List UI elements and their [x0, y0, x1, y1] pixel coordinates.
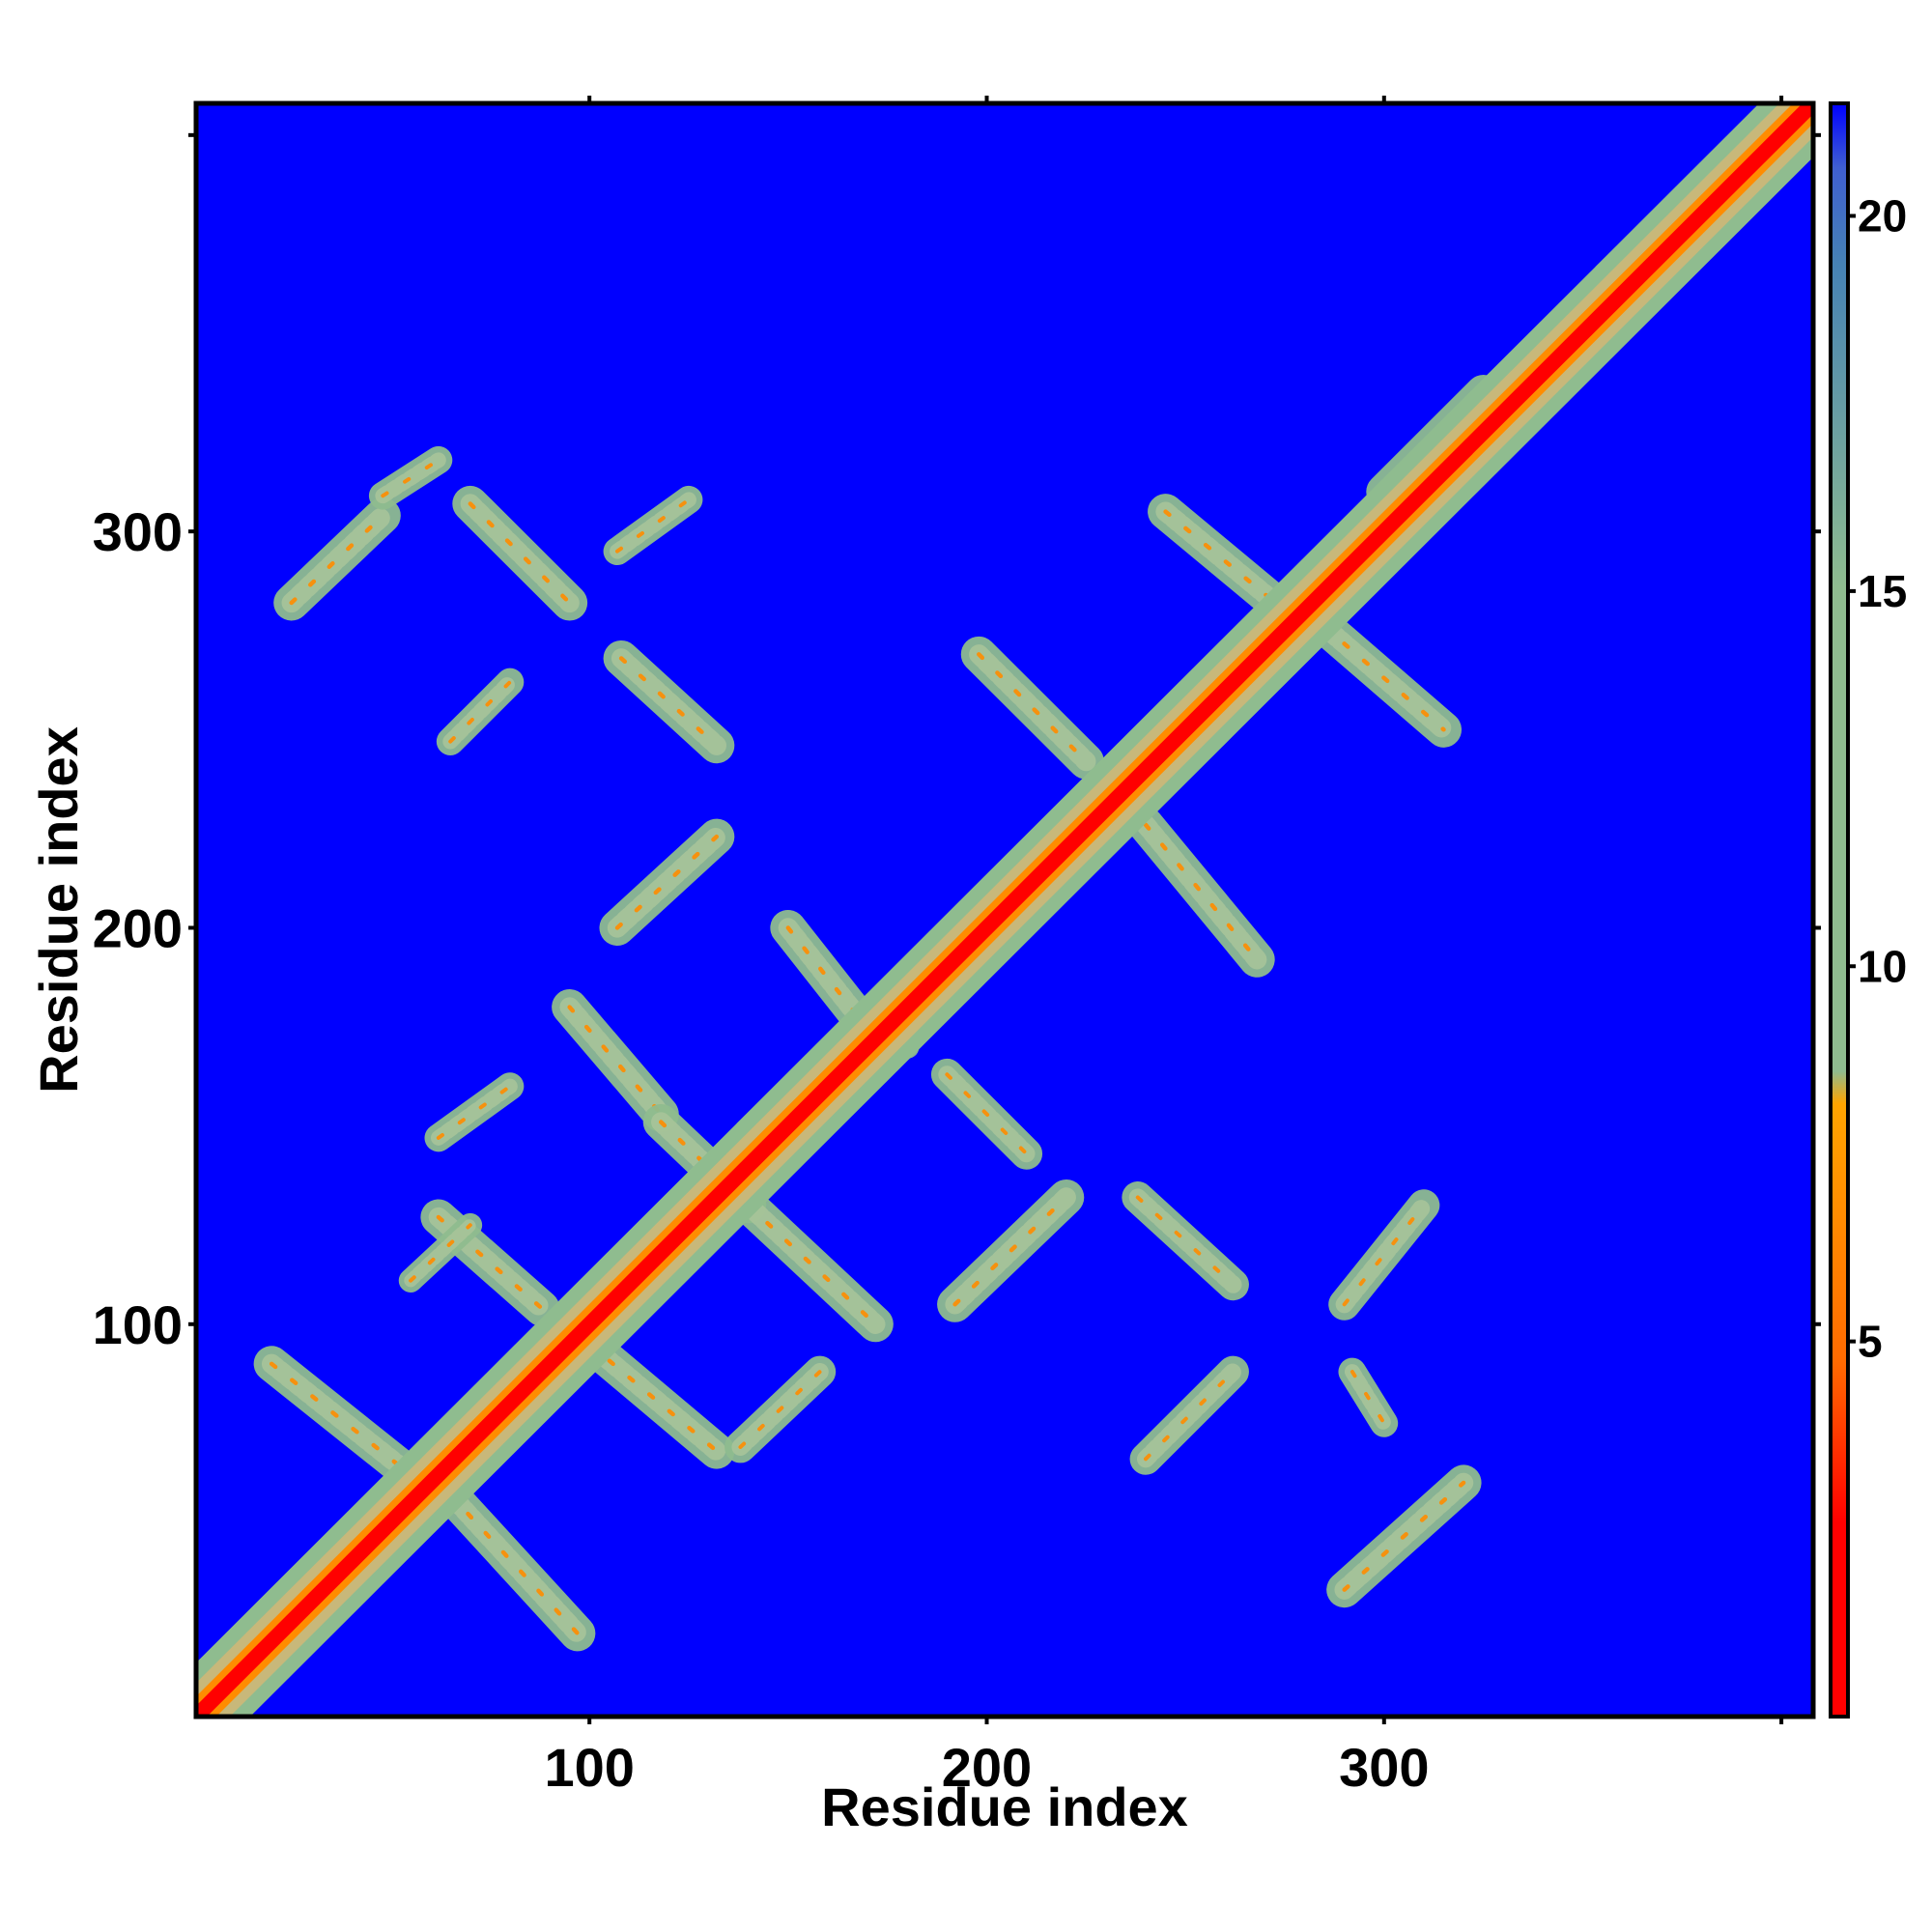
heatmap-plot-area — [193, 100, 1816, 1719]
contact-feature-19 — [930, 1058, 1043, 1170]
contact-feature-11 — [603, 639, 735, 764]
contact-feature-body — [610, 492, 696, 559]
contact-feature-0 — [253, 1346, 429, 1493]
contact-feature-core — [381, 458, 440, 498]
contact-feature-core — [738, 1370, 822, 1449]
contact-feature-core — [1350, 1370, 1386, 1426]
contact-feature-10 — [599, 818, 735, 946]
contact-feature-core — [289, 513, 385, 606]
contact-feature-13 — [273, 497, 401, 621]
contact-feature-body — [559, 997, 671, 1124]
colorbar: 5 10 15 20 — [1829, 101, 1907, 1719]
colorbar-tick-label: 15 — [1858, 566, 1907, 616]
colorbar-gradient — [1829, 101, 1850, 1719]
x-tick-label: 200 — [942, 1737, 1032, 1798]
contact-feature-core — [1144, 1370, 1236, 1462]
contact-feature-core — [1321, 624, 1446, 732]
contact-feature-6 — [398, 1212, 483, 1293]
contact-feature-25 — [1306, 609, 1462, 748]
contact-feature-2 — [571, 1325, 735, 1469]
contact-feature-core — [448, 1492, 581, 1636]
contact-feature-core — [945, 1072, 1029, 1156]
contact-feature-core — [1342, 1480, 1466, 1592]
y-axis-ticks: 100 200 300 — [93, 132, 1821, 1355]
contact-feature-24 — [1148, 494, 1303, 629]
contact-feature-core — [269, 1361, 413, 1477]
contact-feature-12 — [603, 485, 703, 566]
plot-frame — [193, 100, 1816, 1719]
x-tick-label: 300 — [1339, 1737, 1429, 1798]
y-tick-label: 300 — [93, 501, 183, 562]
contact-feature-16 — [436, 668, 525, 756]
contact-feature-body — [404, 1218, 477, 1288]
contact-feature-22 — [1122, 1181, 1249, 1301]
contact-feature-9 — [730, 1187, 894, 1343]
contact-feature-body — [430, 1078, 518, 1146]
contact-feature-core — [1143, 822, 1260, 962]
x-tick-label: 100 — [544, 1737, 634, 1798]
y-axis-title: Residue index — [28, 726, 89, 1094]
contact-feature-core — [977, 652, 1089, 764]
contact-feature-26 — [1129, 1355, 1249, 1475]
contact-feature-core — [952, 1195, 1068, 1307]
contact-feature-28 — [1338, 1357, 1399, 1437]
contact-feature-1 — [432, 1476, 596, 1652]
y-tick-label: 200 — [93, 897, 183, 958]
contact-feature-27 — [1326, 1464, 1482, 1608]
contact-feature-3 — [724, 1355, 837, 1463]
contact-feature-29 — [1328, 1189, 1440, 1321]
contact-feature-20 — [960, 636, 1104, 780]
contact-feature-23 — [937, 1179, 1085, 1322]
diagonal-core — [196, 103, 1813, 1717]
diagonal-band — [196, 103, 1813, 1717]
contact-feature-core — [586, 1342, 720, 1454]
contact-feature-7 — [552, 989, 679, 1132]
x-axis-ticks: 100 200 300 — [544, 96, 1784, 1798]
contact-feature-body — [442, 674, 518, 750]
contact-feature-core — [618, 656, 720, 748]
contact-feature-14 — [368, 445, 453, 510]
x-axis-title: Residue index — [821, 1776, 1188, 1837]
colorbar-tick-label: 20 — [1858, 191, 1907, 242]
contact-feature-core — [1342, 1203, 1426, 1307]
contact-feature-body — [607, 826, 726, 938]
contact-feature-body — [460, 494, 580, 613]
contact-feature-5 — [424, 1072, 525, 1152]
y-tick-label: 100 — [93, 1294, 183, 1355]
colorbar-ticks: 5 10 15 20 — [1848, 191, 1907, 1367]
contact-feature-core — [746, 1203, 878, 1327]
contact-feature-core — [1163, 509, 1288, 613]
contact-feature-21 — [1127, 807, 1275, 978]
colorbar-tick-label: 5 — [1858, 1317, 1883, 1367]
colorbar-tick-label: 10 — [1858, 941, 1907, 991]
contact-feature-core — [1135, 1195, 1236, 1287]
contact-feature-15 — [452, 485, 588, 621]
